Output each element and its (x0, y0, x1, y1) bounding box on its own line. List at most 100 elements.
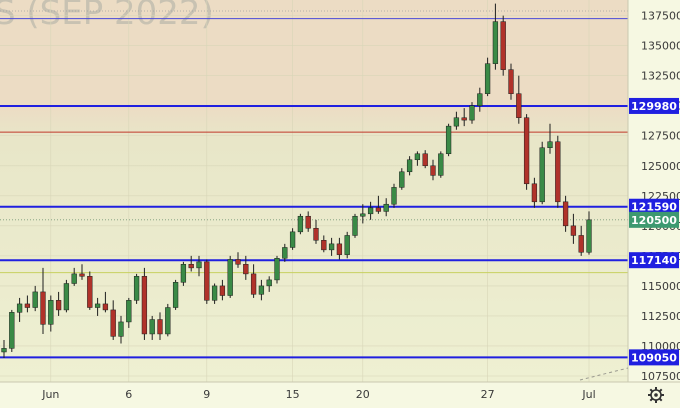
time-axis-background (0, 382, 680, 408)
candle-body (399, 171, 405, 188)
candle-body (266, 279, 272, 287)
candle-body (110, 309, 116, 337)
level-price-badge (629, 252, 679, 269)
candle-body (219, 285, 226, 296)
candle-body (555, 141, 561, 203)
candle-body (196, 261, 202, 269)
candle-body (297, 215, 304, 233)
candle-body (391, 187, 397, 205)
candle-body (430, 165, 436, 176)
level-price-label: 129980 (631, 100, 677, 113)
price-axis-background (628, 0, 680, 382)
last-price-badge (629, 211, 679, 228)
candle-body (188, 264, 194, 269)
price-tick-label: 107500 (641, 370, 680, 383)
candle-body (204, 261, 210, 301)
candle-body (352, 215, 358, 236)
time-tick-label: 6 (125, 388, 132, 401)
level-price-label: 121590 (631, 201, 677, 214)
grid (0, 0, 628, 382)
candle-body (586, 219, 592, 253)
candle-body (469, 105, 475, 121)
candle-body (118, 321, 124, 337)
candle-body (500, 21, 506, 70)
candle-body (578, 235, 584, 253)
settings-gear-icon[interactable] (648, 387, 664, 403)
candle-body (1, 348, 7, 353)
level-price-badge (629, 198, 679, 215)
candle-body (516, 93, 522, 118)
candle-body (180, 264, 187, 283)
time-tick-label: Jun (41, 388, 59, 401)
plot-background (0, 0, 628, 382)
candle-body (32, 291, 38, 308)
candle-body (102, 303, 109, 311)
level-price-badge (629, 349, 679, 366)
candle-body (562, 201, 569, 227)
candle-body (211, 285, 218, 301)
level-price-badge (629, 97, 679, 114)
level-lines (0, 18, 628, 359)
candle-body (492, 21, 499, 64)
candle-body (63, 283, 70, 311)
candle-body (360, 213, 366, 217)
trendline-stub (579, 367, 629, 381)
time-tick-label: Jul (581, 388, 595, 401)
candle-body (305, 215, 311, 229)
candle-body (141, 276, 148, 335)
price-tick-label: 125000 (641, 160, 680, 173)
candle-body (289, 231, 296, 248)
time-tick-label: 9 (203, 388, 210, 401)
candle-body (313, 227, 319, 241)
candle-body (336, 243, 343, 255)
candle-body (422, 153, 428, 167)
candle-body (250, 273, 257, 295)
candle-body (9, 312, 15, 349)
time-axis[interactable]: Jun 6 9 15 20 27 Jul (41, 388, 595, 401)
candle-body (453, 117, 460, 127)
price-tick-label: 112500 (641, 310, 680, 323)
level-price-label: 109050 (631, 351, 677, 364)
candle-body (40, 291, 46, 325)
candle-body (227, 259, 233, 296)
candle-body (344, 235, 350, 255)
candle-body (328, 243, 335, 251)
candle-body (321, 240, 327, 251)
price-axis[interactable]: 1075001100001125001150001175001200001225… (629, 10, 680, 383)
time-tick-label: 15 (286, 388, 300, 401)
candle-body (243, 264, 249, 275)
price-tick-label: 137500 (641, 10, 680, 23)
candle-body (165, 307, 171, 335)
time-tick-label: 20 (356, 388, 370, 401)
candle-body (484, 63, 491, 94)
candle-body (258, 285, 265, 295)
candle-body (414, 153, 421, 161)
candle-body (570, 225, 577, 236)
candle-body (523, 117, 530, 185)
candle-body (383, 203, 389, 212)
candle-body (55, 300, 62, 311)
candle-body (71, 273, 77, 284)
last-price-label: 120500 (631, 214, 677, 227)
candle-body (172, 282, 179, 308)
candle-body (406, 159, 413, 173)
time-tick-label: 27 (481, 388, 495, 401)
price-tick-label: 115000 (641, 280, 680, 293)
candle-body (94, 303, 101, 308)
candle-body (445, 125, 452, 155)
price-tick-label: 132500 (641, 70, 680, 83)
candle-body (126, 300, 132, 323)
price-tick-label: 135000 (641, 40, 680, 53)
candle-body (48, 300, 54, 325)
candle-body (461, 117, 467, 121)
candle-body (547, 141, 553, 149)
candle-body (16, 303, 23, 313)
candle-body (24, 303, 31, 308)
candle-body (367, 207, 374, 215)
candle-body (438, 153, 444, 176)
candle-body (539, 147, 545, 203)
price-tick-label: 127500 (641, 130, 680, 143)
candle-body (282, 247, 288, 259)
candle-body (79, 273, 85, 277)
